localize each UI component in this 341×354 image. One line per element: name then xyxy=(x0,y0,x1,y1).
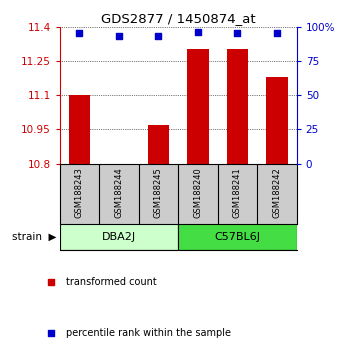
Bar xyxy=(266,77,288,164)
Point xyxy=(235,30,240,36)
Text: GSM188241: GSM188241 xyxy=(233,167,242,218)
Text: GSM188245: GSM188245 xyxy=(154,167,163,218)
Point xyxy=(195,29,201,35)
Text: percentile rank within the sample: percentile rank within the sample xyxy=(66,328,231,338)
Point xyxy=(77,30,82,36)
Text: GSM188242: GSM188242 xyxy=(272,167,281,218)
Text: DBA2J: DBA2J xyxy=(102,232,136,242)
Text: strain  ▶: strain ▶ xyxy=(12,232,56,242)
Title: GDS2877 / 1450874_at: GDS2877 / 1450874_at xyxy=(101,12,255,25)
Bar xyxy=(69,95,90,164)
Bar xyxy=(226,50,248,164)
Text: GSM188240: GSM188240 xyxy=(193,167,203,218)
Text: transformed count: transformed count xyxy=(66,276,157,287)
Bar xyxy=(187,50,209,164)
Bar xyxy=(60,224,178,250)
Bar xyxy=(178,224,297,250)
Text: GSM188244: GSM188244 xyxy=(115,167,123,218)
Bar xyxy=(148,125,169,164)
Point xyxy=(274,30,280,36)
Point xyxy=(116,33,122,39)
Text: C57BL6J: C57BL6J xyxy=(214,232,261,242)
Text: GSM188243: GSM188243 xyxy=(75,167,84,218)
Point xyxy=(249,143,255,149)
Point xyxy=(156,33,161,39)
